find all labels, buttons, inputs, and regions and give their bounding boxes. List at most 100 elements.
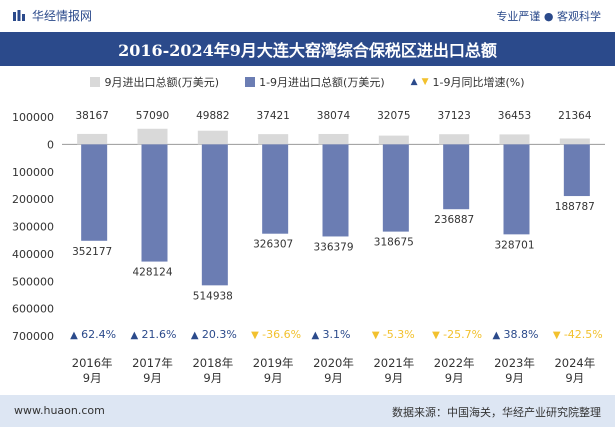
growth-down-triangle-icon: ▼: [372, 330, 380, 341]
bar-monthly: [439, 134, 470, 145]
bar-monthly: [559, 138, 590, 145]
growth-label: 3.1%: [323, 328, 351, 341]
bar-cumulative: [382, 144, 409, 232]
data-label-monthly: 38167: [75, 110, 108, 122]
growth-down-triangle-icon: ▼: [251, 330, 259, 341]
x-tick-label: 9月: [384, 371, 403, 385]
bar-cumulative: [443, 144, 470, 210]
top-bar: 华经情报网 专业严谨 ● 客观科学: [0, 0, 615, 32]
brand: 华经情报网: [12, 7, 92, 24]
legend-label-growth: 1-9月同比增速(%): [432, 76, 525, 89]
growth-up-triangle-icon: ▲: [70, 330, 78, 341]
x-tick-label: 9月: [445, 371, 464, 385]
x-tick-label: 9月: [565, 371, 584, 385]
x-tick-label: 2021年: [373, 356, 414, 370]
growth-label: -36.6%: [262, 328, 301, 341]
x-tick-label: 9月: [83, 371, 102, 385]
data-label-cumulative: 514938: [193, 290, 233, 302]
legend-down-triangle-icon: ▼: [421, 77, 429, 87]
growth-up-triangle-icon: ▲: [191, 330, 199, 341]
bar-monthly: [137, 128, 168, 145]
data-label-cumulative: 336379: [313, 241, 353, 253]
data-label-cumulative: 318675: [374, 237, 414, 249]
legend-swatch-cumulative: [245, 77, 256, 87]
y-tick-label: 600000: [12, 303, 54, 316]
brand-logo-icon: [13, 9, 25, 21]
bar-cumulative: [141, 144, 168, 262]
growth-label: 62.4%: [81, 328, 116, 341]
bar-cumulative: [201, 144, 228, 286]
x-tick-label: 2020年: [313, 356, 354, 370]
x-tick-label: 9月: [143, 371, 162, 385]
bar-monthly: [378, 135, 409, 145]
legend-label-monthly: 9月进出口总额(万美元): [104, 76, 220, 89]
y-tick-label: 200000: [12, 193, 54, 206]
footer: www.huaon.com 数据来源：中国海关，华经产业研究院整理: [0, 395, 615, 427]
slogan: 专业严谨 ● 客观科学: [496, 10, 601, 23]
legend: 9月进出口总额(万美元) 1-9月进出口总额(万美元) ▲ ▼ 1-9月同比增速(…: [0, 72, 615, 92]
legend-swatch-monthly: [90, 77, 101, 87]
y-tick-label: 700000: [12, 330, 54, 343]
data-label-cumulative: 428124: [132, 267, 172, 279]
bar-cumulative: [322, 144, 349, 237]
chart-plot: 100000 0 100000 200000 300000 400000 500000 600…: [12, 110, 605, 385]
data-label-monthly: 49882: [196, 110, 229, 122]
chart-title: 2016-2024年9月大连大窑湾综合保税区进出口总额: [0, 32, 615, 66]
data-label-monthly: 36453: [498, 110, 531, 122]
data-label-monthly: 37421: [256, 110, 289, 122]
bar-monthly: [258, 134, 289, 145]
growth-label: 20.3%: [202, 328, 237, 341]
x-tick-label: 2019年: [253, 356, 294, 370]
data-label-monthly: 32075: [377, 110, 410, 122]
data-label-cumulative: 236887: [434, 214, 474, 226]
growth-label: 21.6%: [142, 328, 177, 341]
data-label-monthly: 38074: [317, 110, 351, 122]
bar-cumulative: [262, 144, 289, 234]
data-label-cumulative: 326307: [253, 239, 293, 251]
growth-up-triangle-icon: ▲: [493, 330, 501, 341]
legend-item-growth: ▲ ▼ 1-9月同比增速(%): [411, 74, 525, 90]
legend-item-monthly: 9月进出口总额(万美元): [90, 74, 219, 90]
growth-label: -5.3%: [383, 328, 415, 341]
bar-monthly: [499, 134, 530, 145]
x-tick-label: 9月: [505, 371, 524, 385]
x-tick-label: 2018年: [192, 356, 233, 370]
data-label-monthly: 21364: [558, 110, 592, 122]
bar-monthly: [77, 133, 108, 145]
y-tick-label: 100000: [12, 166, 54, 179]
x-tick-label: 9月: [324, 371, 343, 385]
legend-label-cumulative: 1-9月进出口总额(万美元): [259, 76, 385, 89]
x-tick-label: 2017年: [132, 356, 173, 370]
growth-down-triangle-icon: ▼: [432, 330, 440, 341]
footer-url: www.huaon.com: [14, 404, 105, 417]
legend-up-triangle-icon: ▲: [410, 77, 418, 87]
bar-monthly: [197, 130, 228, 145]
growth-label: 38.8%: [504, 328, 539, 341]
x-tick-label: 2023年: [494, 356, 535, 370]
bar-cumulative: [563, 144, 590, 197]
y-tick-label: 0: [47, 138, 54, 151]
legend-item-cumulative: 1-9月进出口总额(万美元): [245, 74, 385, 90]
footer-source: 数据来源：中国海关，华经产业研究院整理: [392, 406, 601, 419]
x-tick-label: 2024年: [554, 356, 595, 370]
data-label-cumulative: 328701: [494, 239, 534, 251]
growth-label: -25.7%: [443, 328, 482, 341]
data-label-cumulative: 352177: [72, 246, 112, 258]
x-tick-label: 2022年: [434, 356, 475, 370]
growth-up-triangle-icon: ▲: [131, 330, 139, 341]
data-label-monthly: 37123: [437, 110, 470, 122]
data-label-cumulative: 188787: [555, 201, 595, 213]
y-tick-label: 300000: [12, 221, 54, 234]
y-tick-label: 500000: [12, 275, 54, 288]
x-tick-label: 9月: [264, 371, 283, 385]
bar-monthly: [318, 133, 349, 145]
growth-down-triangle-icon: ▼: [553, 330, 561, 341]
x-tick-label: 9月: [203, 371, 222, 385]
bar-cumulative: [503, 144, 530, 235]
bar-cumulative: [81, 144, 108, 241]
data-label-monthly: 57090: [136, 110, 169, 122]
growth-up-triangle-icon: ▲: [312, 330, 320, 341]
brand-name: 华经情报网: [32, 9, 93, 23]
y-tick-label: 100000: [12, 111, 54, 124]
y-tick-label: 400000: [12, 248, 54, 261]
